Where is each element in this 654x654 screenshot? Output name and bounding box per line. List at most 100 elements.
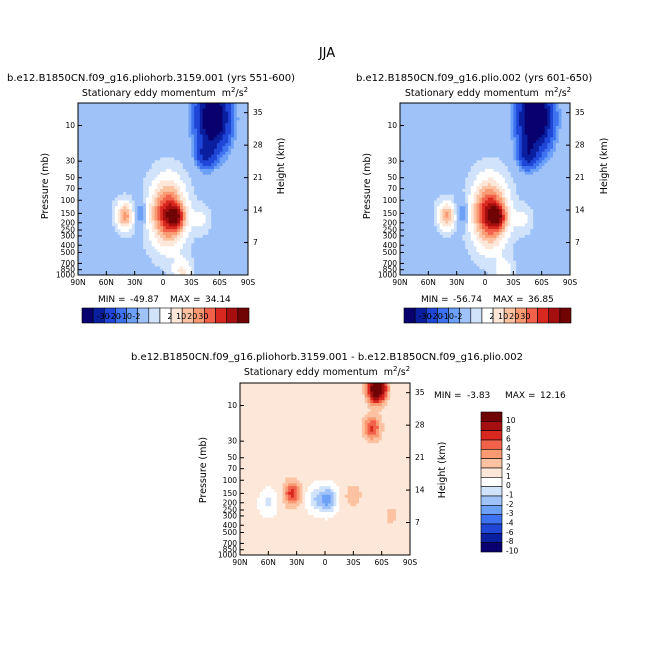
field-cell	[112, 103, 116, 107]
field-cell	[114, 128, 119, 133]
panel-a-max-value: 34.14	[205, 295, 231, 305]
field-cell	[479, 146, 483, 150]
field-cell	[131, 209, 136, 213]
field-cell	[502, 103, 506, 107]
field-cell	[197, 125, 201, 130]
field-cell	[239, 211, 243, 216]
field-cell	[112, 177, 116, 181]
field-cell	[211, 226, 215, 230]
field-cell	[131, 163, 136, 167]
field-cell	[211, 249, 215, 253]
field-cell	[199, 123, 204, 127]
field-cell	[129, 186, 133, 190]
field-cell	[137, 180, 141, 184]
field-cell	[100, 160, 104, 164]
field-cell	[97, 123, 102, 127]
field-cell	[185, 209, 189, 213]
field-cell	[112, 140, 116, 144]
field-cell	[439, 134, 443, 138]
field-cell	[558, 125, 562, 130]
field-cell	[97, 272, 102, 276]
field-cell	[222, 146, 226, 150]
field-cell	[479, 117, 483, 121]
field-cell	[411, 137, 415, 141]
field-cell	[211, 171, 215, 176]
field-cell	[174, 166, 178, 170]
field-cell	[496, 125, 500, 130]
field-cell	[134, 140, 138, 144]
field-cell	[78, 217, 82, 221]
field-cell	[216, 220, 221, 224]
field-cell	[236, 260, 240, 264]
field-cell	[205, 229, 209, 233]
field-cell	[143, 263, 147, 267]
field-cell	[233, 134, 238, 138]
field-cell	[245, 226, 249, 230]
field-cell	[100, 203, 104, 207]
field-cell	[527, 111, 531, 115]
field-cell	[191, 111, 195, 115]
field-cell	[83, 183, 87, 187]
field-cell	[140, 203, 144, 207]
field-cell	[126, 168, 130, 173]
field-cell	[225, 117, 229, 121]
field-cell	[222, 243, 226, 247]
field-cell	[123, 117, 127, 121]
field-cell	[428, 111, 432, 115]
field-cell	[165, 168, 170, 173]
field-cell	[236, 266, 240, 270]
field-cell	[544, 160, 548, 164]
field-cell	[496, 128, 500, 133]
field-cell	[400, 123, 404, 127]
field-cell	[92, 191, 96, 196]
field-cell	[126, 243, 130, 247]
field-cell	[561, 157, 565, 161]
field-cell	[219, 246, 223, 250]
field-cell	[154, 157, 158, 161]
field-cell	[86, 143, 90, 147]
field-cell	[202, 166, 206, 170]
field-cell	[490, 114, 494, 118]
field-cell	[561, 160, 565, 164]
field-cell	[214, 125, 218, 130]
field-cell	[194, 171, 198, 176]
field-cell	[530, 111, 534, 115]
field-cell	[137, 143, 141, 147]
field-cell	[225, 131, 229, 135]
field-cell	[476, 125, 480, 130]
field-cell	[171, 171, 175, 176]
field-cell	[109, 200, 113, 204]
field-cell	[214, 237, 218, 241]
field-cell	[89, 191, 93, 196]
field-cell	[163, 263, 167, 267]
field-cell	[140, 237, 144, 241]
field-cell	[445, 137, 449, 141]
field-cell	[137, 214, 141, 219]
panel-b-variable-title: Stationary eddy momentum m2/s2	[405, 86, 571, 99]
field-cell	[211, 191, 215, 196]
field-cell	[165, 134, 170, 138]
field-cell	[126, 137, 130, 141]
field-cell	[448, 148, 452, 153]
field-cell	[78, 123, 82, 127]
field-cell	[530, 131, 534, 135]
field-cell	[112, 134, 116, 138]
field-cell	[442, 128, 446, 133]
field-cell	[205, 163, 209, 167]
field-cell	[120, 140, 124, 144]
field-cell	[174, 209, 178, 213]
field-cell	[100, 229, 104, 233]
field-cell	[89, 157, 93, 161]
field-cell	[504, 111, 509, 115]
field-cell	[462, 114, 466, 118]
field-cell	[194, 214, 198, 219]
field-cell	[202, 171, 206, 176]
field-cell	[177, 266, 181, 270]
field-cell	[533, 131, 537, 135]
field-cell	[180, 211, 184, 216]
field-cell	[151, 240, 155, 244]
field-cell	[95, 257, 99, 262]
field-cell	[504, 160, 509, 164]
field-cell	[89, 249, 93, 253]
field-cell	[222, 140, 226, 144]
